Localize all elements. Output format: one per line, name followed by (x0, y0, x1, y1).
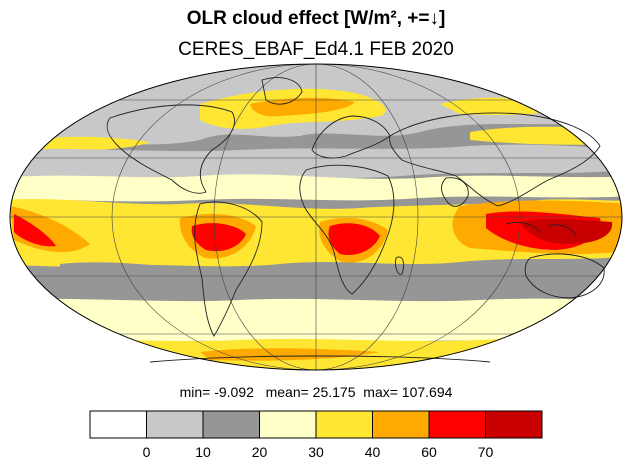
field-east-pacific-red (14, 214, 56, 247)
colorbar-tick-label: 70 (478, 444, 494, 460)
stats-line: min= -9.092 mean= 25.175 max= 107.694 (0, 383, 632, 401)
colorbar-box (146, 410, 204, 439)
colorbar-boxes (89, 410, 543, 439)
colorbar-tick-label: 30 (308, 444, 324, 460)
coast-south-america (194, 201, 263, 337)
min-value: -9.092 (214, 384, 254, 400)
coast-north-america (106, 104, 235, 194)
colorbar-box (485, 410, 543, 439)
coast-madagascar (395, 256, 405, 275)
mean-value: 25.175 (312, 384, 356, 400)
field-maritime-darkred (520, 218, 613, 244)
colorbar-box (372, 410, 430, 439)
coast-maritime (505, 221, 577, 237)
min-label: min= (179, 384, 211, 400)
coast-africa (299, 164, 395, 295)
colorbar-tick-label: 60 (421, 444, 437, 460)
max-value: 107.694 (401, 384, 453, 400)
colorbar-tick-label: 20 (252, 444, 268, 460)
mean-label: mean= (265, 384, 309, 400)
field-pacific-north (20, 136, 150, 151)
field-s-ocean-orange (200, 348, 380, 361)
colorbar-box (202, 410, 260, 439)
colorbar-box (315, 410, 373, 439)
globe-outline (9, 63, 623, 371)
coastlines (106, 77, 605, 363)
colorbar-tick-label: 0 (143, 444, 151, 460)
coast-australia (524, 253, 605, 299)
coast-greenland (261, 77, 303, 105)
meridian-60 (213, 64, 419, 370)
max-label: max= (363, 384, 398, 400)
figure-title: OLR cloud effect [W/m², +=↓] (186, 8, 446, 29)
field-s-subtropics (60, 262, 580, 306)
colorbar-tick-label: 10 (195, 444, 211, 460)
field-n-atlantic-core (250, 97, 355, 117)
field-amazon-red (191, 223, 246, 252)
colorbar-box (89, 410, 147, 439)
meridian-120 (111, 64, 521, 370)
figure-subtitle: CERES_EBAF_Ed4.1 FEB 2020 (178, 39, 454, 60)
colorbar-ticks: 0 10 20 30 40 60 70 (143, 444, 494, 460)
coast-antarctica (149, 355, 491, 363)
colorbar-box (428, 410, 486, 439)
coast-india (441, 177, 469, 207)
field-africa-red (328, 223, 380, 256)
colorbar-tick-label: 40 (365, 444, 381, 460)
coast-asia (389, 112, 601, 207)
colorbar-box (259, 410, 317, 439)
